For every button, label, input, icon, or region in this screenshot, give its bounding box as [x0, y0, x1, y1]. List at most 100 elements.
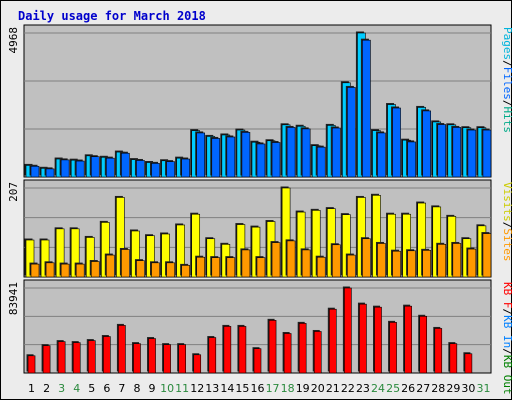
kbf-bar — [253, 348, 262, 374]
kbf-bar — [163, 344, 171, 374]
kbf-bar — [419, 315, 428, 374]
sites-bar — [316, 256, 326, 278]
visits-bar — [281, 187, 291, 278]
kbf-bar — [27, 355, 36, 374]
sites-bar — [121, 249, 130, 278]
kbf-bar — [193, 354, 202, 374]
files-bar — [437, 124, 447, 178]
legend-entry: KB In — [501, 315, 512, 348]
x-tick-label: 4 — [73, 382, 80, 395]
legend-entry: Pages — [501, 27, 512, 60]
sites-bar — [75, 263, 85, 278]
files-bar — [377, 132, 386, 178]
visits-bar — [131, 230, 140, 278]
sites-bar — [362, 238, 371, 278]
files-bar — [45, 168, 55, 178]
visits-bar — [357, 197, 366, 278]
sites-bar — [45, 262, 55, 278]
chart-panels: 4968Pages/Files/Hits207Visits/Sites83941… — [7, 24, 512, 395]
visits-bar — [176, 224, 185, 278]
legend-entry: Hits — [501, 107, 512, 134]
files-bar — [75, 160, 85, 178]
kbf-bar — [344, 287, 352, 374]
visits-bar — [342, 214, 351, 278]
x-tick-label: 3 — [58, 382, 65, 395]
x-tick-label: 11 — [175, 382, 189, 395]
sites-bar — [211, 257, 221, 278]
legend-entry: / — [501, 222, 512, 229]
kbf-bar — [449, 343, 458, 374]
kbf-bar — [404, 305, 412, 374]
files-bar — [347, 87, 356, 178]
files-bar — [482, 129, 492, 178]
kbf-bar — [57, 341, 66, 374]
files-bar — [181, 158, 190, 178]
legend-entry: / — [501, 100, 512, 107]
kbf-bar — [464, 353, 473, 374]
files-bar — [331, 127, 341, 178]
kbf-bar — [118, 325, 126, 374]
sites-bar — [151, 262, 160, 278]
sites-bar — [437, 244, 447, 278]
kbf-bar — [148, 338, 156, 374]
sites-bar — [90, 261, 100, 278]
files-bar — [271, 142, 281, 178]
x-tick-label: 14 — [220, 382, 234, 395]
legend-entry: / — [501, 348, 512, 355]
visits-bar — [417, 202, 426, 278]
panel-legend: KB F/KB In/KB Out — [501, 282, 512, 395]
kbf-bar — [298, 323, 307, 374]
sites-bar — [166, 262, 175, 278]
x-tick-label: 6 — [103, 382, 110, 395]
kbf-bar — [178, 344, 186, 374]
sites-bar — [136, 260, 145, 278]
x-tick-label: 10 — [160, 382, 174, 395]
x-tick-label: 2 — [43, 382, 50, 395]
x-tick-label: 7 — [118, 382, 125, 395]
visits-bar — [85, 237, 95, 278]
kbf-bar — [389, 322, 397, 374]
files-bar — [407, 141, 416, 178]
x-axis-labels: 1 2 3 4 5 6 7 8 9 10 11 12 13 14 15 16 17 18 19 20 21 22 23 24 2… — [28, 382, 490, 395]
sites-bar — [106, 254, 115, 278]
x-tick-label: 24 — [371, 382, 385, 395]
panel-legend: Visits/Sites — [501, 182, 512, 262]
kbf-bar — [268, 320, 277, 374]
files-bar — [196, 132, 206, 178]
sites-bar — [331, 244, 341, 278]
files-bar — [60, 159, 70, 178]
visits-bar — [25, 239, 35, 278]
kbf-bar — [313, 331, 322, 374]
y-max-label: 83941 — [7, 282, 20, 315]
sites-bar — [226, 257, 236, 278]
legend-entry: Visits — [501, 182, 512, 222]
sites-bar — [467, 248, 477, 278]
x-tick-label: 25 — [386, 382, 400, 395]
legend-entry: KB F — [501, 282, 512, 309]
x-tick-label: 23 — [356, 382, 370, 395]
kbf-bar — [238, 326, 247, 374]
x-tick-label: 13 — [205, 382, 219, 395]
visits-bar — [326, 208, 336, 278]
x-tick-label: 19 — [296, 382, 310, 395]
x-tick-label: 22 — [341, 382, 355, 395]
visits-bar — [161, 233, 170, 278]
legend-entry: Files — [501, 67, 512, 100]
sites-bar — [181, 265, 190, 278]
x-tick-label: 16 — [251, 382, 265, 395]
visits-bar — [40, 239, 50, 278]
files-bar — [211, 138, 221, 178]
x-tick-label: 18 — [281, 382, 295, 395]
sites-bar — [196, 256, 206, 278]
legend-entry: Sites — [501, 228, 512, 261]
x-tick-label: 26 — [401, 382, 415, 395]
sites-bar — [392, 250, 401, 278]
visits-bar — [251, 226, 261, 278]
sites-bar — [377, 243, 386, 278]
x-tick-label: 30 — [461, 382, 475, 395]
files-bar — [392, 107, 401, 178]
kbf-bar — [103, 336, 111, 374]
files-bar — [106, 157, 115, 178]
